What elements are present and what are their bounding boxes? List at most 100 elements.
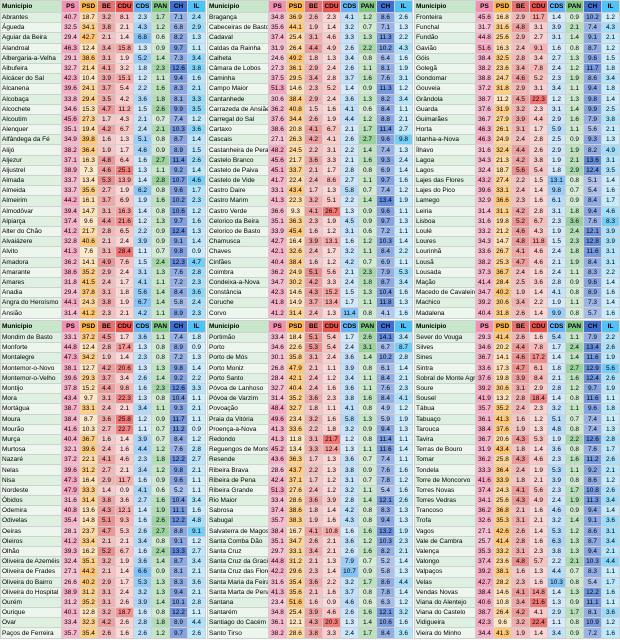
vote-share: 37.4 bbox=[475, 556, 494, 568]
vote-share: 2.2 bbox=[187, 372, 206, 384]
vote-share: 8.4 bbox=[376, 372, 395, 384]
vote-share: 2.4 bbox=[511, 403, 530, 415]
vote-share: 1.2 bbox=[529, 413, 548, 425]
vote-share: 3.4 bbox=[511, 297, 530, 309]
municipality-row: Alter do Chão 41.2 21.7 2.8 6.5 2.2 0.9 12.4 1.3 bbox=[0, 225, 206, 238]
vote-share: 40.7 bbox=[61, 11, 80, 24]
vote-share: 3.1 bbox=[304, 433, 323, 446]
vote-share: 1.4 bbox=[529, 185, 548, 197]
vote-share: 12.1 bbox=[115, 505, 134, 517]
municipality-name: Loulé bbox=[414, 225, 476, 238]
municipality-name: Vale de Cambra bbox=[414, 535, 476, 547]
column-header: CDS bbox=[133, 320, 152, 333]
vote-share: 13.2 bbox=[376, 525, 395, 537]
vote-share: 32.1 bbox=[61, 444, 80, 456]
municipality-row: Trancoso 36.2 36.8 2.1 1.6 4.6 0.9 9.4 1.4 bbox=[414, 505, 620, 517]
vote-share: 1.3 bbox=[340, 205, 359, 217]
municipality-row: Leiria 31.4 31.1 4.2 2.8 3.1 1.8 9.4 4.6 bbox=[414, 205, 620, 217]
vote-share: 2.1 bbox=[304, 556, 323, 568]
vote-share: 21.7 bbox=[286, 154, 305, 166]
vote-share: 3.9 bbox=[322, 494, 341, 507]
municipality-row: Praia da Vitória 49.6 23.4 3.2 1.6 5.8 1.3 5.9 1… bbox=[207, 413, 413, 425]
vote-share: 31.6 bbox=[475, 215, 494, 227]
vote-share: 1.3 bbox=[322, 464, 341, 476]
vote-share: 21.6 bbox=[115, 215, 134, 227]
vote-share: 3.1 bbox=[358, 342, 377, 354]
vote-share: 41.6 bbox=[475, 474, 494, 486]
vote-share: 25.8 bbox=[493, 454, 512, 466]
vote-share: 2.1 bbox=[97, 566, 116, 578]
municipality-row: Vendas Novas 38.4 14.6 4.1 14.8 1.4 1.3 12.2 1.6 bbox=[414, 586, 620, 598]
vote-share: 33.6 bbox=[475, 246, 494, 258]
vote-share: 31.6 bbox=[475, 144, 494, 156]
vote-share: 11.7 bbox=[169, 413, 188, 425]
vote-share: 1.4 bbox=[358, 494, 377, 507]
municipality-row: Soure 39.2 30.6 3.1 2.9 2.8 1.2 9.7 1.9 bbox=[414, 382, 620, 395]
vote-share: 7.6 bbox=[376, 73, 395, 85]
vote-share: 1.4 bbox=[133, 505, 152, 517]
vote-share: 2.3 bbox=[322, 11, 341, 24]
vote-share: 4.2 bbox=[133, 307, 152, 319]
vote-share: 34.4 bbox=[286, 113, 305, 126]
vote-share: 2.3 bbox=[322, 393, 341, 405]
vote-share: 39.6 bbox=[61, 372, 80, 384]
vote-share: 2.7 bbox=[97, 423, 116, 435]
vote-share: 1.7 bbox=[358, 124, 377, 136]
vote-share: 0.7 bbox=[151, 113, 170, 126]
vote-share: 16.2 bbox=[79, 545, 98, 558]
vote-share: 37.4 bbox=[61, 215, 80, 227]
vote-share: 34.7 bbox=[268, 276, 287, 289]
vote-share: 42.7 bbox=[268, 236, 287, 248]
vote-share: 9.4 bbox=[376, 515, 395, 527]
vote-share: 4.2 bbox=[511, 607, 530, 619]
vote-share: 1.7 bbox=[529, 124, 548, 136]
municipality-row: Vieira do Minho 34.4 41.3 1.9 1.4 3.4 0.9 7.2 1.… bbox=[414, 627, 620, 639]
vote-share: 1.1 bbox=[394, 205, 413, 217]
vote-share: 22.1 bbox=[79, 454, 98, 466]
vote-share: 2.6 bbox=[601, 454, 620, 466]
vote-share: 31.8 bbox=[493, 83, 512, 95]
vote-share: 3.5 bbox=[187, 103, 206, 115]
vote-share: 2.8 bbox=[340, 164, 359, 177]
municipality-name: Alcochete bbox=[0, 103, 62, 115]
vote-share: 4.1 bbox=[304, 205, 323, 217]
column-header: CDS bbox=[340, 0, 359, 13]
municipality-row: Lamego 32.9 36.6 2.3 1.6 6.1 0.9 8.4 1.7 bbox=[414, 195, 620, 207]
municipality-name: Santa Comba Dão bbox=[207, 535, 269, 547]
municipality-row: Alandroal 46.3 12.4 3.4 15.8 1.3 0.9 9.7 1.1 bbox=[0, 42, 206, 54]
vote-share: 1.1 bbox=[133, 246, 152, 258]
vote-share: 1.4 bbox=[151, 596, 170, 609]
vote-share: 7.2 bbox=[376, 225, 395, 238]
vote-share: 2.6 bbox=[358, 331, 377, 344]
vote-share: 3.6 bbox=[304, 154, 323, 166]
vote-share: 2.2 bbox=[511, 174, 530, 187]
vote-share: 8.9 bbox=[169, 617, 188, 629]
vote-share: 24.1 bbox=[79, 83, 98, 95]
vote-share: 5.6 bbox=[133, 287, 152, 299]
vote-share: 39.2 bbox=[475, 566, 494, 578]
vote-share: 31.2 bbox=[79, 464, 98, 476]
vote-share: 42.3 bbox=[475, 617, 494, 629]
municipality-row: Castelo de Paiva 45.1 33.7 2.1 1.7 2.8 0.8 6.9 1… bbox=[207, 164, 413, 177]
vote-share: 11.4 bbox=[376, 124, 395, 136]
vote-share: 8.6 bbox=[322, 174, 341, 187]
vote-share: 3.6 bbox=[187, 287, 206, 299]
vote-share: 2.4 bbox=[304, 484, 323, 497]
vote-share: 16.4 bbox=[286, 236, 305, 248]
vote-share: 9.7 bbox=[169, 215, 188, 227]
vote-share: 0.9 bbox=[187, 342, 206, 354]
vote-share: 1.6 bbox=[358, 545, 377, 558]
municipality-row: Alcoutim 45.6 27.3 1.7 4.3 2.1 0.7 7.4 1.2 bbox=[0, 113, 206, 126]
vote-share: 7.6 bbox=[169, 266, 188, 278]
vote-share: 2.7 bbox=[133, 494, 152, 507]
vote-share: 1.6 bbox=[394, 307, 413, 319]
vote-share: 4.4 bbox=[97, 382, 116, 395]
vote-share: 2.1 bbox=[115, 464, 134, 476]
vote-share: 3.6 bbox=[187, 124, 206, 136]
vote-share: 5.1 bbox=[583, 174, 602, 187]
vote-share: 9.3 bbox=[115, 515, 134, 527]
vote-share: 1.6 bbox=[340, 525, 359, 537]
vote-share: 2.3 bbox=[304, 215, 323, 227]
vote-share: 0.8 bbox=[565, 287, 584, 299]
vote-share: 9.1 bbox=[169, 535, 188, 547]
